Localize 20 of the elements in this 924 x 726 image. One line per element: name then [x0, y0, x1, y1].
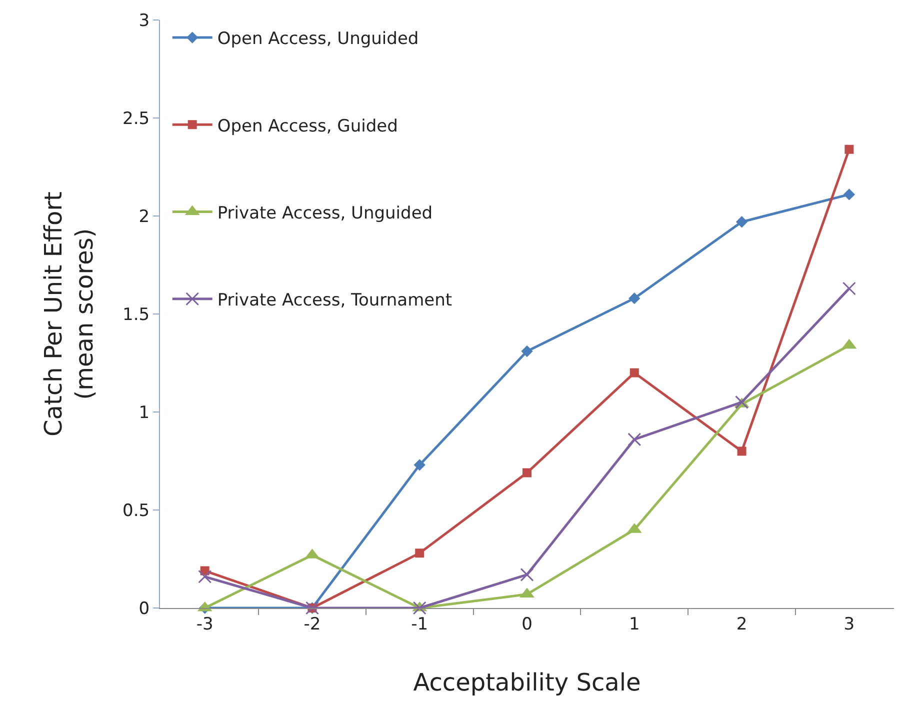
y-tick-label: 2 — [138, 206, 150, 227]
y-tick-label: 0 — [138, 598, 150, 619]
x-tick-label: 0 — [522, 614, 532, 634]
legend-label: Private Access, Unguided — [217, 203, 433, 224]
x-tick-label: 1 — [628, 614, 640, 634]
x-tick-label: -2 — [304, 614, 321, 634]
legend-label: Open Access, Unguided — [217, 29, 419, 50]
x-tick-label: -1 — [411, 614, 428, 634]
y-tick-label: 3 — [138, 10, 150, 31]
x-tick-label: 2 — [736, 614, 748, 634]
x-tick-label: 3 — [844, 614, 855, 634]
y-tick-label: 2.5 — [122, 108, 150, 129]
x-tick-label: -3 — [196, 614, 214, 634]
y-tick-label: 0.5 — [122, 500, 150, 521]
y-tick-label: 1 — [138, 402, 150, 423]
legend-label: Private Access, Tournament — [217, 290, 452, 310]
y-tick-label: 1.5 — [122, 304, 150, 325]
legend-label: Open Access, Guided — [217, 116, 398, 136]
y-axis-title: Catch Per Unit Effort (mean scores) — [39, 192, 99, 436]
x-axis-title: Acceptability Scale — [413, 668, 641, 697]
